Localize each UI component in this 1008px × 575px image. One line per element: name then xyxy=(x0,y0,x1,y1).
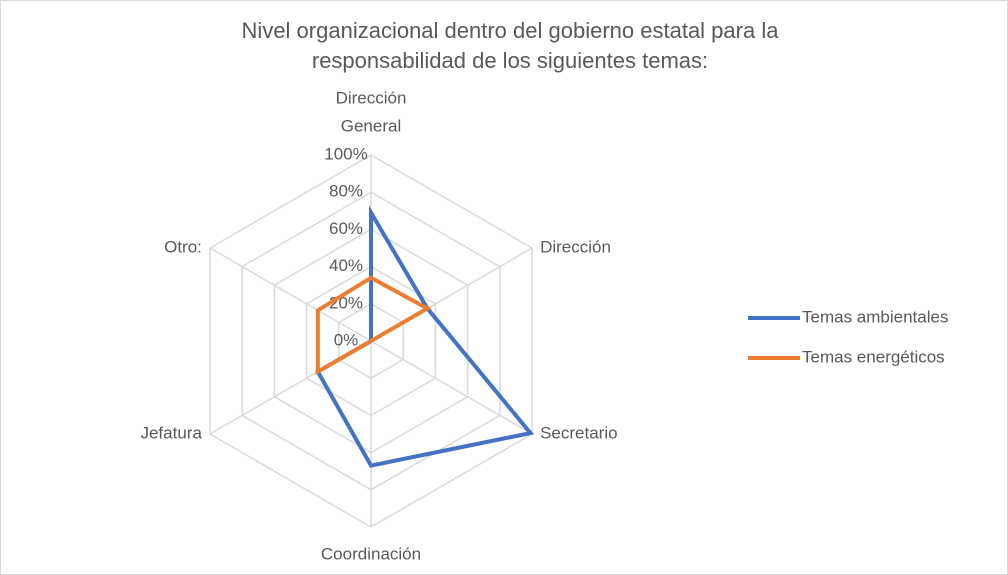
spoke xyxy=(370,340,533,435)
category-label: Dirección xyxy=(336,88,407,107)
chart-title: responsabilidad de los siguientes temas: xyxy=(312,48,708,73)
category-label: Coordinación xyxy=(321,544,421,563)
chart-title: Nivel organizacional dentro del gobierno… xyxy=(242,18,780,43)
r-tick-label: 100% xyxy=(324,144,367,163)
category-label: Otro: xyxy=(164,237,202,256)
category-label: Jefatura xyxy=(140,423,202,442)
r-tick-label: 20% xyxy=(329,293,363,312)
legend-label: Temas energéticos xyxy=(802,347,945,366)
r-tick-label: 80% xyxy=(329,182,363,201)
r-tick-label: 0% xyxy=(334,330,359,349)
category-label: General xyxy=(341,116,401,135)
legend-label: Temas ambientales xyxy=(802,307,948,326)
category-label: Dirección xyxy=(540,237,611,256)
series-line xyxy=(315,275,432,376)
r-tick-label: 40% xyxy=(329,256,363,275)
r-tick-label: 60% xyxy=(329,219,363,238)
spoke xyxy=(209,247,372,342)
category-label: Secretario xyxy=(540,423,617,442)
